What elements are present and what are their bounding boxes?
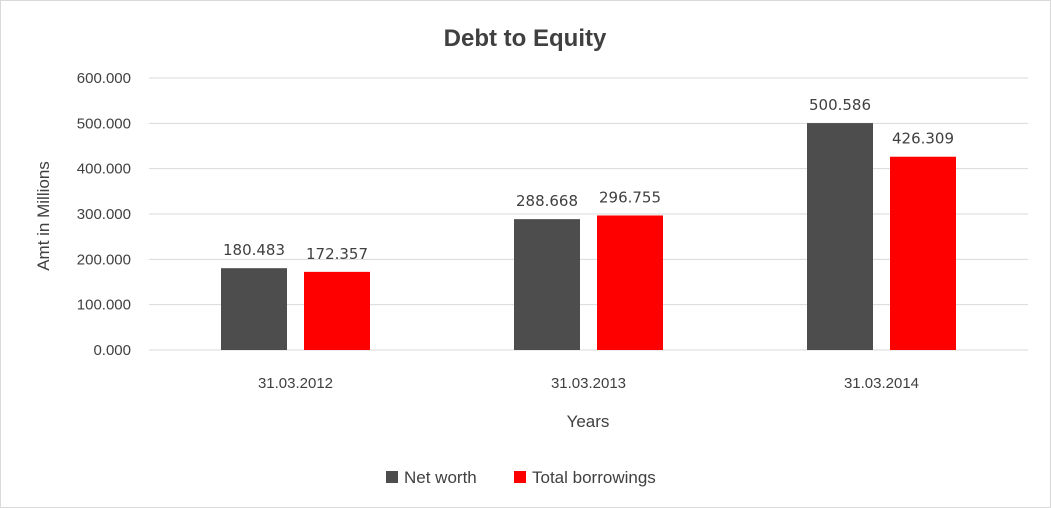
- data-labels: 180.483 172.357 288.668 296.755 500.586 426.3…: [223, 96, 954, 263]
- y-tick-label: 300.000: [77, 206, 131, 223]
- y-tick-label: 600.000: [77, 70, 131, 87]
- x-tick-label: 31.03.2012: [258, 375, 333, 392]
- y-tick-label: 500.000: [77, 115, 131, 132]
- x-axis-title: Years: [567, 412, 610, 431]
- y-tick-label: 100.000: [77, 297, 131, 314]
- x-tick-label: 31.03.2014: [844, 375, 919, 392]
- y-tick-label: 400.000: [77, 161, 131, 178]
- legend-label: Net worth: [404, 468, 477, 487]
- data-label: 180.483: [223, 241, 285, 259]
- data-label: 426.309: [892, 130, 954, 148]
- bars: [221, 123, 956, 350]
- bar-net-worth: [807, 123, 873, 350]
- data-label: 500.586: [809, 96, 871, 114]
- bar-total-borrowings: [304, 271, 370, 350]
- bar-total-borrowings: [597, 215, 663, 350]
- legend-swatch: [514, 471, 526, 483]
- bar-net-worth: [514, 219, 580, 350]
- y-axis-ticks: 0.000 100.000 200.000 300.000 400.000 500.000…: [77, 70, 131, 359]
- legend-label: Total borrowings: [532, 468, 656, 487]
- x-tick-label: 31.03.2013: [551, 375, 626, 392]
- grid-lines: [149, 77, 1028, 351]
- y-tick-label: 200.000: [77, 251, 131, 268]
- legend-item-net-worth: Net worth: [386, 468, 477, 487]
- chart-title: Debt to Equity: [444, 25, 607, 52]
- data-label: 172.357: [306, 245, 368, 263]
- legend-swatch: [386, 471, 398, 483]
- y-axis-title: Amt in Millions: [34, 161, 53, 271]
- legend: Net worth Total borrowings: [386, 468, 656, 487]
- bar-total-borrowings: [890, 156, 956, 350]
- x-axis-ticks: 31.03.2012 31.03.2013 31.03.2014: [258, 375, 919, 392]
- bar-net-worth: [221, 268, 287, 350]
- data-label: 296.755: [599, 188, 661, 206]
- y-tick-label: 0.000: [93, 342, 131, 359]
- data-label: 288.668: [516, 192, 578, 210]
- legend-item-total-borrowings: Total borrowings: [514, 468, 656, 487]
